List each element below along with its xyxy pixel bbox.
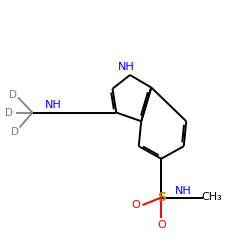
Text: NH: NH	[46, 100, 62, 110]
Text: NH: NH	[176, 186, 192, 196]
Text: NH: NH	[118, 62, 134, 72]
Text: D: D	[11, 127, 19, 137]
Text: D: D	[8, 90, 16, 100]
Text: D: D	[5, 108, 13, 118]
Text: O: O	[157, 220, 166, 230]
Text: O: O	[131, 200, 140, 210]
Text: CH₃: CH₃	[202, 192, 222, 202]
Text: S: S	[157, 191, 166, 204]
